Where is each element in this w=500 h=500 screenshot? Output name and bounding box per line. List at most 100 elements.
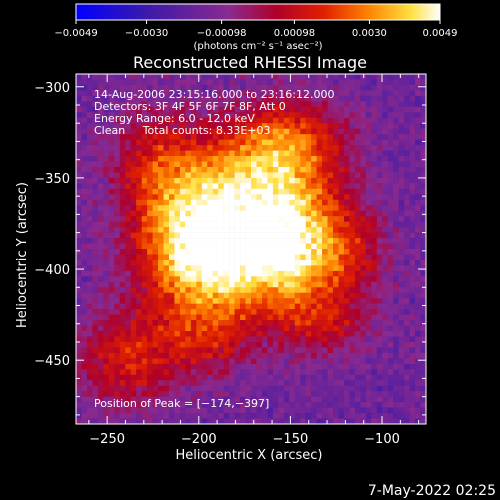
heatmap-cell bbox=[256, 369, 263, 376]
heatmap-cell bbox=[163, 303, 170, 310]
heatmap-cell bbox=[256, 331, 263, 337]
heatmap-cell bbox=[289, 358, 296, 365]
heatmap-cell bbox=[152, 287, 159, 294]
heatmap-cell bbox=[190, 79, 197, 86]
heatmap-cell bbox=[343, 396, 350, 403]
heatmap-cell bbox=[316, 407, 323, 414]
heatmap-cell bbox=[240, 183, 246, 190]
heatmap-cell bbox=[174, 287, 181, 294]
heatmap-cell bbox=[223, 205, 230, 212]
heatmap-cell bbox=[409, 84, 416, 91]
heatmap-cell bbox=[398, 166, 405, 173]
heatmap-cell bbox=[382, 270, 389, 277]
heatmap-cell bbox=[300, 298, 306, 304]
heatmap-cell bbox=[201, 276, 208, 283]
heatmap-cell bbox=[201, 341, 208, 348]
heatmap-cell bbox=[256, 117, 263, 124]
heatmap-cell bbox=[97, 166, 104, 173]
heatmap-cell bbox=[234, 276, 241, 283]
heatmap-cell bbox=[322, 341, 328, 348]
heatmap-cell bbox=[147, 314, 153, 321]
heatmap-cell bbox=[201, 205, 208, 212]
heatmap-cell bbox=[420, 407, 427, 414]
heatmap-cell bbox=[343, 363, 350, 370]
heatmap-cell bbox=[267, 232, 274, 239]
heatmap-cell bbox=[415, 106, 421, 113]
x-tick-label: −100 bbox=[364, 432, 400, 447]
heatmap-cell bbox=[218, 221, 224, 228]
heatmap-cell bbox=[125, 161, 131, 168]
heatmap-cell bbox=[207, 238, 214, 244]
heatmap-cell bbox=[245, 106, 252, 113]
heatmap-cell bbox=[387, 413, 394, 419]
heatmap-cell bbox=[283, 134, 290, 140]
heatmap-cell bbox=[229, 385, 235, 392]
heatmap-cell bbox=[229, 84, 235, 91]
heatmap-cell bbox=[179, 216, 186, 222]
heatmap-cell bbox=[305, 336, 312, 343]
heatmap-cell bbox=[114, 227, 121, 233]
heatmap-cell bbox=[343, 402, 350, 408]
heatmap-cell bbox=[168, 205, 175, 212]
heatmap-cell bbox=[103, 292, 110, 299]
heatmap-cell bbox=[404, 249, 410, 255]
heatmap-cell bbox=[163, 106, 170, 113]
heatmap-cell bbox=[103, 270, 110, 277]
heatmap-cell bbox=[201, 281, 208, 288]
heatmap-cell bbox=[256, 320, 263, 326]
heatmap-cell bbox=[261, 402, 268, 408]
heatmap-cell bbox=[207, 161, 214, 168]
heatmap-cell bbox=[289, 281, 296, 288]
heatmap-cell bbox=[256, 90, 263, 97]
heatmap-cell bbox=[398, 177, 405, 184]
heatmap-cell bbox=[376, 134, 383, 140]
heatmap-cell bbox=[158, 396, 164, 403]
heatmap-cell bbox=[387, 134, 394, 140]
heatmap-cell bbox=[108, 320, 115, 326]
heatmap-cell bbox=[409, 205, 416, 212]
heatmap-cell bbox=[103, 331, 110, 337]
heatmap-cell bbox=[333, 216, 339, 222]
heatmap-cell bbox=[415, 331, 421, 337]
heatmap-cell bbox=[316, 145, 323, 151]
heatmap-cell bbox=[354, 172, 361, 179]
heatmap-cell bbox=[251, 112, 257, 119]
heatmap-cell bbox=[420, 374, 427, 381]
heatmap-cell bbox=[338, 254, 345, 261]
heatmap-cell bbox=[108, 117, 115, 124]
heatmap-cell bbox=[300, 374, 306, 381]
heatmap-cell bbox=[163, 325, 170, 332]
heatmap-cell bbox=[234, 249, 241, 255]
heatmap-cell bbox=[382, 336, 389, 343]
heatmap-cell bbox=[376, 418, 383, 425]
heatmap-cell bbox=[240, 210, 246, 217]
heatmap-cell bbox=[218, 117, 224, 124]
heatmap-cell bbox=[92, 413, 99, 419]
heatmap-cell bbox=[371, 156, 378, 162]
heatmap-cell bbox=[212, 106, 219, 113]
heatmap-cell bbox=[76, 166, 82, 173]
heatmap-cell bbox=[125, 238, 131, 244]
heatmap-cell bbox=[300, 287, 306, 294]
heatmap-cell bbox=[196, 150, 203, 157]
heatmap-cell bbox=[114, 90, 121, 97]
heatmap-cell bbox=[245, 413, 252, 419]
heatmap-cell bbox=[136, 221, 142, 228]
heatmap-cell bbox=[168, 259, 175, 266]
heatmap-cell bbox=[376, 358, 383, 365]
heatmap-cell bbox=[125, 156, 131, 162]
heatmap-cell bbox=[360, 298, 367, 304]
heatmap-cell bbox=[114, 270, 121, 277]
heatmap-cell bbox=[114, 369, 121, 376]
heatmap-cell bbox=[251, 238, 257, 244]
heatmap-cell bbox=[305, 106, 312, 113]
heatmap-cell bbox=[168, 156, 175, 162]
heatmap-cell bbox=[278, 156, 285, 162]
heatmap-cell bbox=[283, 331, 290, 337]
heatmap-cell bbox=[136, 358, 142, 365]
heatmap-cell bbox=[371, 166, 378, 173]
heatmap-cell bbox=[218, 391, 224, 397]
heatmap-cell bbox=[97, 128, 104, 135]
heatmap-cell bbox=[251, 407, 257, 414]
heatmap-cell bbox=[387, 407, 394, 414]
